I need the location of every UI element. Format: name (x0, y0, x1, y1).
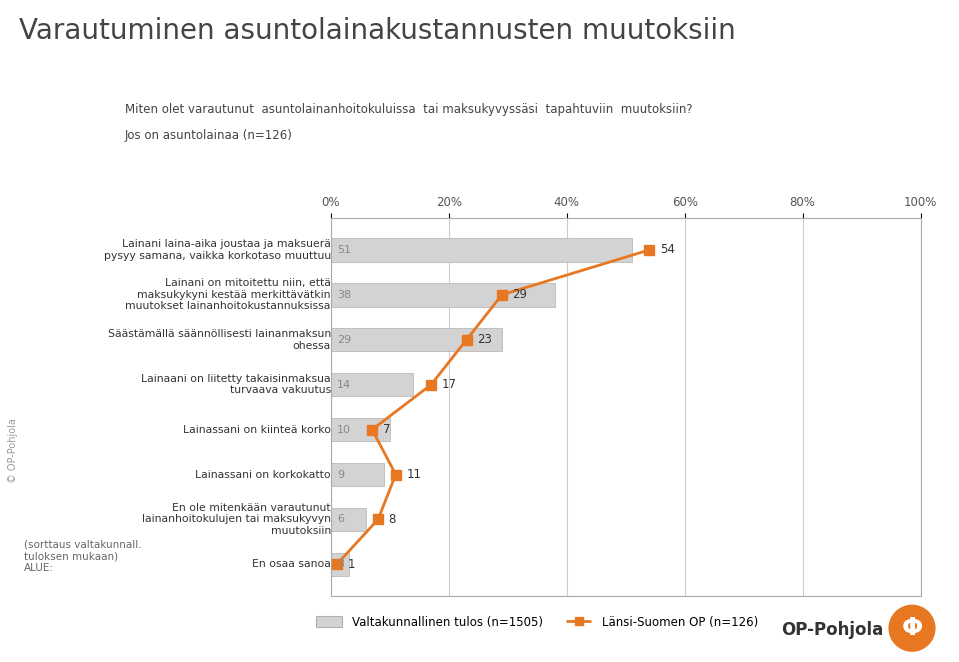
Text: 51: 51 (337, 245, 351, 255)
Text: Lainassani on korkokatto: Lainassani on korkokatto (196, 469, 331, 479)
Text: OP-Pohjola: OP-Pohjola (782, 621, 884, 639)
Text: 3: 3 (337, 559, 343, 569)
Text: Φ: Φ (901, 616, 923, 640)
Text: 11: 11 (407, 468, 421, 481)
Bar (331, 508, 366, 531)
Text: 23: 23 (478, 333, 492, 346)
Text: Lainaani on liitetty takaisinmaksua
turvaava vakuutus: Lainaani on liitetty takaisinmaksua turv… (141, 374, 331, 395)
Legend: Valtakunnallinen tulos (n=1505), Länsi-Suomen OP (n=126): Valtakunnallinen tulos (n=1505), Länsi-S… (312, 611, 762, 634)
Text: 29: 29 (512, 289, 527, 301)
Bar (331, 373, 413, 397)
Bar (331, 463, 384, 486)
Text: 9: 9 (337, 469, 344, 479)
Text: Lainani laina-aika joustaa ja maksuerä
pysyy samana, vaikka korkotaso muuttuu: Lainani laina-aika joustaa ja maksuerä p… (104, 239, 331, 261)
Text: 8: 8 (388, 513, 396, 526)
Bar (331, 418, 389, 442)
Text: En ole mitenkään varautunut
lainanhoitokulujen tai maksukyvyn
muutoksiin: En ole mitenkään varautunut lainanhoitok… (142, 503, 331, 536)
Text: Säästämällä säännöllisesti lainanmaksun
ohessa: Säästämällä säännöllisesti lainanmaksun … (107, 329, 331, 351)
Bar (331, 328, 502, 352)
Text: Miten olet varautunut  asuntolainanhoitokuluissa  tai maksukyvyssäsi  tapahtuvii: Miten olet varautunut asuntolainanhoitok… (125, 103, 692, 116)
Text: © OP-Pohjola: © OP-Pohjola (8, 418, 17, 483)
Text: 6: 6 (337, 514, 343, 524)
Text: (sorttaus valtakunnall.
tuloksen mukaan)
ALUE:: (sorttaus valtakunnall. tuloksen mukaan)… (24, 540, 142, 573)
Bar (331, 283, 555, 307)
Text: 10: 10 (337, 424, 351, 434)
Bar (331, 238, 632, 261)
Circle shape (889, 605, 935, 651)
Text: Jos on asuntolainaa (n=126): Jos on asuntolainaa (n=126) (125, 129, 292, 142)
Text: 7: 7 (383, 423, 390, 436)
Text: 14: 14 (337, 380, 351, 390)
Text: En osaa sanoa: En osaa sanoa (252, 559, 331, 569)
Text: Lainani on mitoitettu niin, että
maksukykyni kestää merkittävätkin
muutokset lai: Lainani on mitoitettu niin, että maksuky… (126, 278, 331, 311)
Text: Lainassani on kiinteä korko: Lainassani on kiinteä korko (183, 424, 331, 434)
Text: 1: 1 (347, 558, 355, 571)
Text: 54: 54 (660, 244, 675, 256)
Text: Varautuminen asuntolainakustannusten muutoksiin: Varautuminen asuntolainakustannusten muu… (19, 17, 736, 44)
Bar (331, 553, 348, 576)
Text: 29: 29 (337, 335, 351, 345)
Text: 17: 17 (442, 378, 456, 391)
Text: 38: 38 (337, 290, 351, 300)
